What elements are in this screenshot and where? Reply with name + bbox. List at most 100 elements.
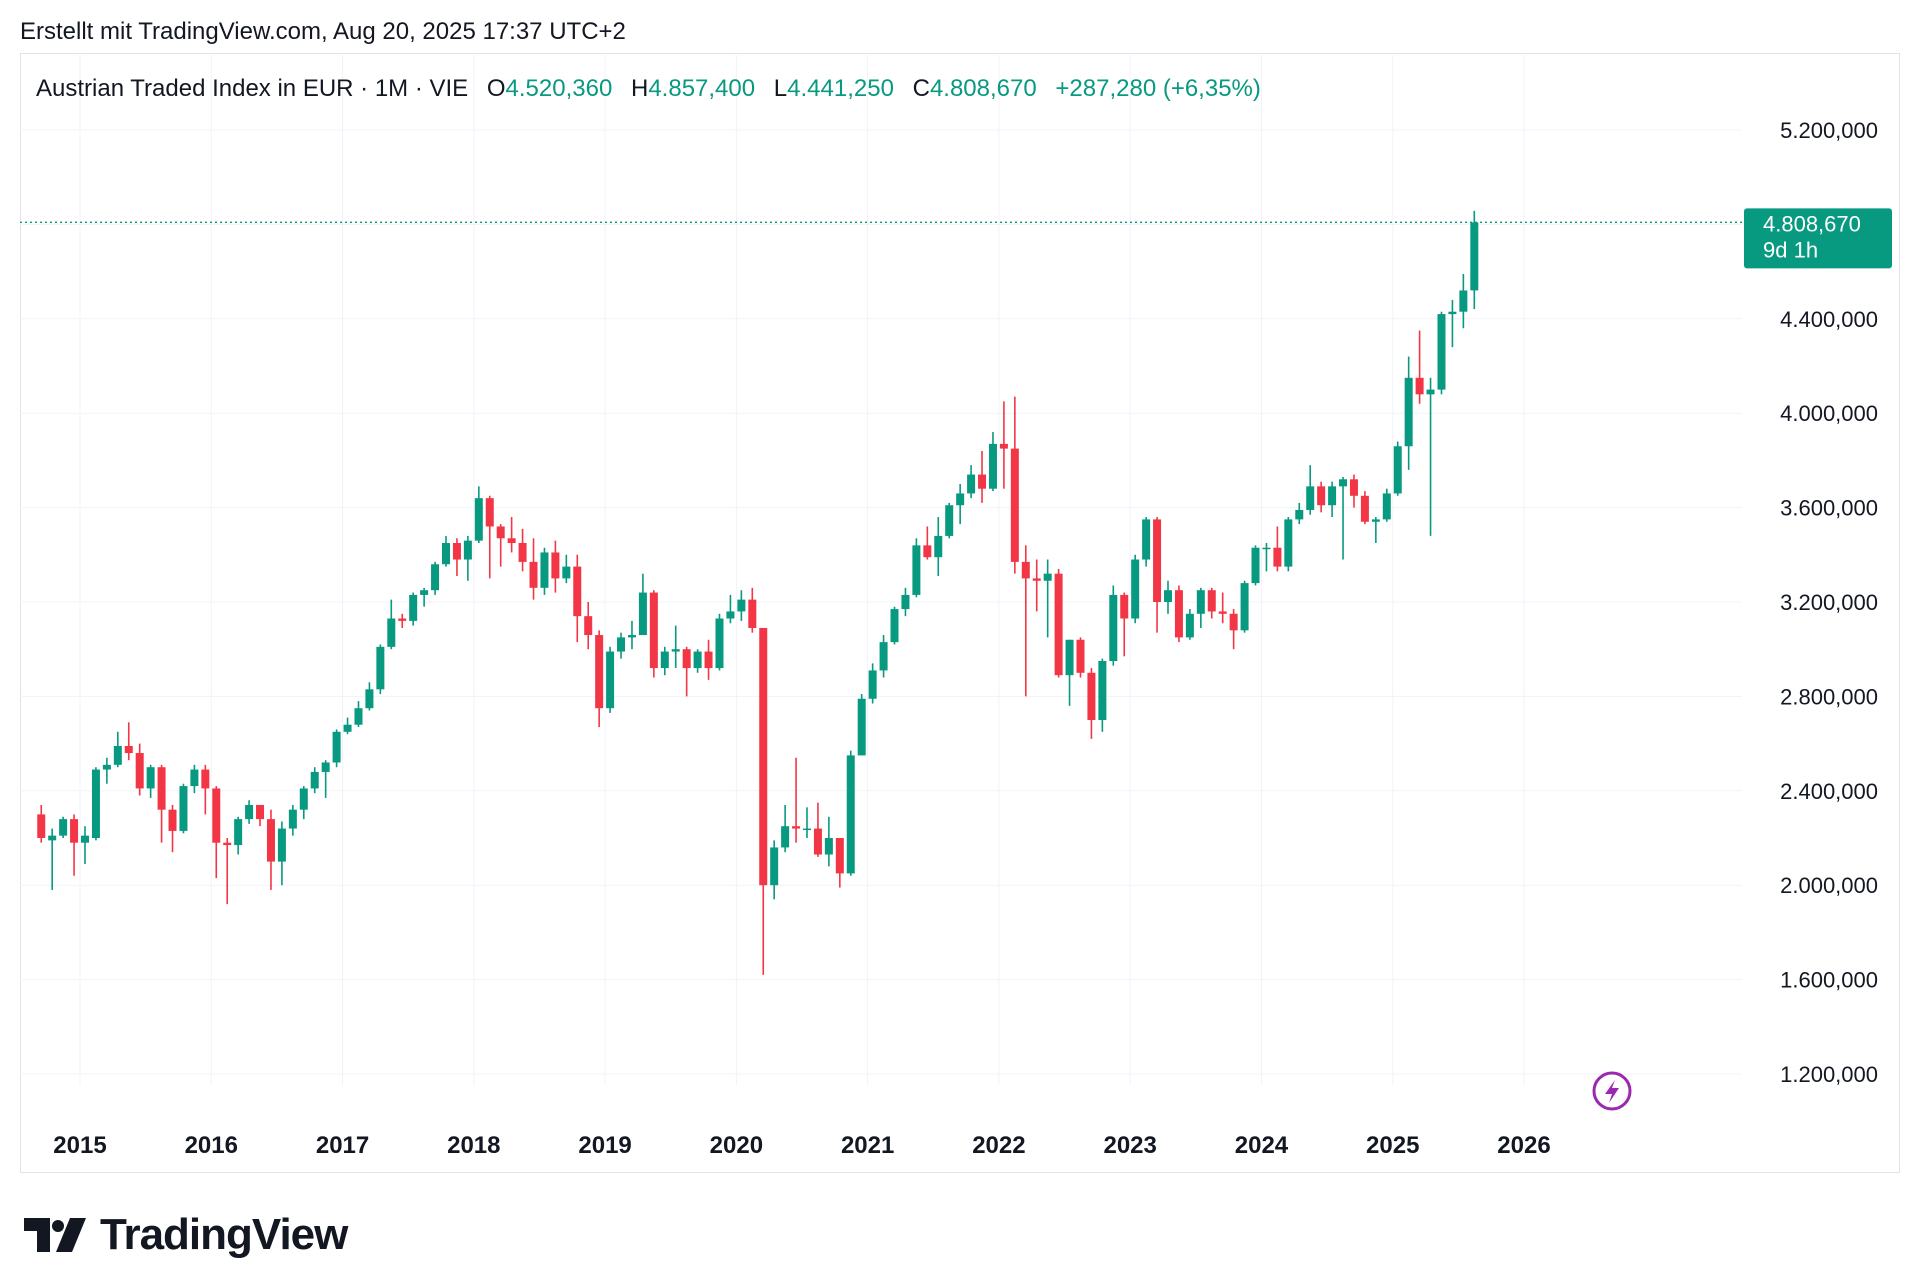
year-tick-label: 2018	[447, 1132, 500, 1159]
candle-body	[146, 767, 155, 789]
candle-body	[1010, 448, 1019, 562]
candle-body	[1164, 590, 1172, 602]
price-tick-label: 2.800,000	[1780, 684, 1878, 709]
candle	[934, 517, 943, 577]
candle-body	[234, 819, 243, 846]
candle-body	[1306, 486, 1315, 510]
candle-body	[1174, 590, 1183, 638]
legend-close-value: 4.808,670	[929, 75, 1037, 102]
candle-body	[1273, 547, 1282, 567]
candle-body	[409, 594, 418, 621]
candle-body	[518, 543, 527, 562]
candle-body	[376, 646, 385, 690]
candle	[332, 729, 341, 768]
candle	[1218, 592, 1227, 624]
candle-body	[1021, 561, 1030, 579]
candle	[693, 649, 702, 673]
candle-body	[245, 804, 254, 820]
candle	[420, 587, 429, 607]
candle	[1470, 210, 1479, 310]
candle	[671, 625, 680, 669]
year-tick-label: 2020	[710, 1132, 763, 1159]
candle-body	[1131, 559, 1140, 619]
candle	[245, 800, 254, 824]
candle-body	[223, 842, 232, 846]
candle-body	[682, 649, 691, 669]
candle	[1043, 559, 1052, 638]
candle-body	[945, 505, 954, 536]
candle-body	[879, 642, 888, 671]
last-price-tag: 4.808,670 9d 1h	[1744, 208, 1892, 269]
candle-body	[551, 552, 560, 579]
candle	[1109, 585, 1118, 666]
candle-body	[857, 698, 866, 756]
candle-body	[1196, 590, 1205, 614]
candle-body	[562, 566, 571, 579]
legend-low-value: 4.441,250	[787, 75, 894, 102]
candle	[256, 804, 265, 827]
tradingview-logo[interactable]: TradingView	[24, 1210, 348, 1260]
candle	[660, 646, 669, 676]
legend-close-label: C	[912, 75, 930, 102]
candle	[529, 538, 538, 600]
candle	[102, 757, 111, 784]
candle-body	[923, 545, 932, 558]
candle-body	[321, 762, 330, 772]
candle-body	[1043, 573, 1052, 581]
candle	[1207, 587, 1216, 619]
candle-body	[1251, 547, 1260, 584]
legend-high-label: H	[630, 75, 649, 102]
candle-body	[113, 745, 122, 765]
candle-body	[846, 755, 855, 874]
candle	[1328, 481, 1337, 518]
candle	[1295, 502, 1304, 525]
candle-body	[288, 809, 297, 829]
legend-change: +287,280 (+6,35%)	[1055, 75, 1261, 102]
candle-body	[781, 826, 790, 848]
candle-body	[978, 474, 987, 489]
candle	[1251, 545, 1260, 586]
candle	[835, 838, 844, 888]
candle-body	[343, 724, 352, 732]
candle-body	[277, 828, 286, 862]
alert-lightning-icon[interactable]	[1592, 1071, 1632, 1111]
candle	[113, 731, 122, 768]
candle	[1459, 273, 1468, 329]
candle	[1393, 441, 1402, 496]
candle-body	[1218, 611, 1227, 614]
candle	[595, 630, 604, 728]
year-tick-label: 2026	[1497, 1132, 1550, 1159]
candle	[956, 484, 965, 525]
candle	[1065, 639, 1074, 706]
candle-body	[1415, 377, 1424, 395]
candle-body	[748, 599, 757, 628]
candle	[1360, 491, 1369, 525]
candle-body	[617, 637, 626, 652]
candle	[1306, 465, 1315, 515]
candle-body	[1295, 509, 1304, 520]
legend-open-value: 4.520,360	[505, 75, 613, 102]
candle-body	[507, 538, 516, 543]
candle	[988, 432, 997, 492]
candle	[890, 606, 899, 645]
candle-body	[1076, 639, 1085, 673]
candle	[1339, 476, 1348, 560]
time-axis: 2015 2016 2017 2018 2019 2020 2021 2022 2023 2024…	[53, 1132, 1550, 1159]
candle	[1240, 580, 1249, 633]
candle-body	[988, 443, 997, 489]
candle-body	[671, 649, 680, 652]
candle	[179, 783, 188, 834]
candle-body	[1328, 486, 1337, 506]
candle-body	[37, 814, 46, 838]
candle	[518, 528, 527, 572]
candle	[1164, 580, 1172, 614]
candle-body	[102, 764, 111, 770]
candle	[299, 786, 308, 820]
candle-body	[726, 611, 735, 619]
candle	[912, 538, 921, 598]
candle	[1317, 481, 1326, 513]
candle	[288, 804, 297, 836]
candle-body	[398, 618, 407, 621]
candle	[1426, 377, 1435, 536]
